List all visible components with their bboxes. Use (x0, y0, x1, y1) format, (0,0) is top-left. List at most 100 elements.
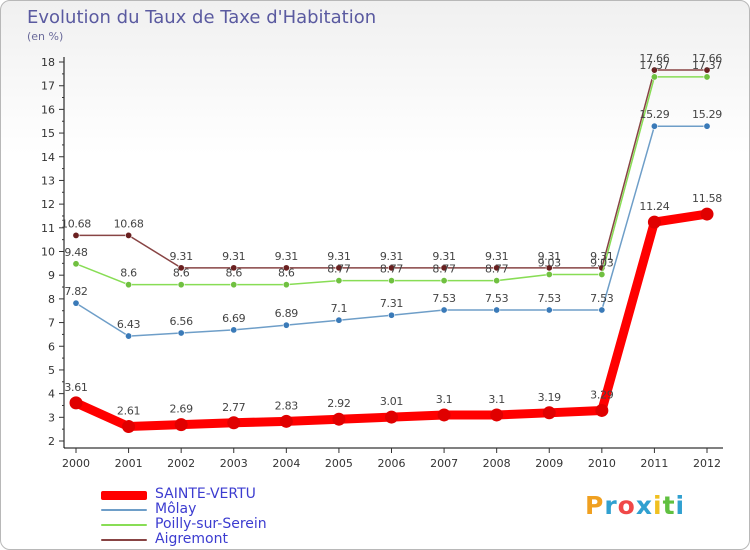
y-tick-label: 18 (41, 56, 55, 69)
data-point (227, 416, 241, 430)
x-tick-label: 2012 (693, 457, 721, 470)
data-point (650, 122, 658, 130)
data-point (230, 281, 238, 289)
data-point (595, 403, 609, 417)
legend-swatch (101, 524, 147, 526)
data-point (177, 264, 185, 272)
legend-label: Môlay (155, 501, 197, 517)
x-tick-label: 2011 (640, 457, 668, 470)
data-point (282, 281, 290, 289)
data-point (647, 215, 661, 229)
logo-letter: r (604, 491, 618, 520)
data-point (493, 264, 501, 272)
data-label: 8.77 (380, 263, 404, 276)
x-tick-label: 2002 (167, 457, 195, 470)
data-label: 2.83 (275, 399, 299, 412)
y-tick-label: 17 (41, 80, 55, 93)
logo-letter: i (675, 491, 686, 520)
x-tick-label: 2003 (220, 457, 248, 470)
y-tick-label: 8 (48, 293, 55, 306)
legend-swatch (101, 539, 147, 541)
legend-label: SAINTE-VERTU (155, 486, 256, 502)
data-label: 3.19 (538, 391, 562, 404)
data-label: 9.31 (380, 250, 403, 263)
data-point (440, 277, 448, 285)
data-label: 15.29 (692, 108, 722, 121)
data-label: 7.31 (380, 297, 403, 310)
data-label: 9.03 (538, 256, 562, 269)
data-point (174, 418, 188, 432)
logo-letter: i (653, 491, 663, 520)
y-tick-label: 14 (41, 151, 55, 164)
y-tick-label: 11 (41, 222, 55, 235)
data-label: 9.31 (432, 250, 455, 263)
data-label: 8.77 (327, 263, 351, 276)
data-point (335, 264, 343, 272)
legend-label: Poilly-sur-Serein (155, 516, 267, 532)
data-label: 9.31 (170, 250, 193, 263)
data-label: 7.53 (485, 292, 509, 305)
data-label: 3.1 (436, 393, 453, 406)
data-point (72, 231, 80, 239)
legend-swatch (101, 491, 147, 500)
data-label: 11.58 (692, 192, 722, 205)
data-label: 9.48 (64, 246, 88, 259)
data-point (387, 311, 395, 319)
data-label: 2.77 (222, 401, 246, 414)
x-tick-label: 2008 (483, 457, 511, 470)
y-tick-label: 10 (41, 246, 55, 259)
data-point (598, 306, 606, 314)
x-tick-label: 2004 (272, 457, 300, 470)
data-label: 7.82 (64, 285, 87, 298)
data-label: 6.89 (275, 307, 299, 320)
data-point (700, 207, 714, 221)
data-point (493, 277, 501, 285)
data-point (122, 420, 136, 434)
data-point (177, 281, 185, 289)
data-label: 7.53 (538, 292, 562, 305)
x-tick-label: 2010 (588, 457, 616, 470)
data-point (72, 260, 80, 268)
data-label: 10.68 (61, 217, 91, 230)
y-tick-label: 13 (41, 174, 55, 187)
data-label: 8.77 (432, 263, 456, 276)
x-tick-label: 2000 (62, 457, 90, 470)
data-point (542, 406, 556, 420)
chart-title: Evolution du Taux de Taxe d'Habitation (27, 7, 377, 28)
data-point (545, 270, 553, 278)
data-label: 17.37 (639, 59, 669, 72)
y-tick-label: 7 (48, 317, 55, 330)
data-label: 8.6 (173, 267, 190, 280)
data-label: 3.01 (380, 395, 403, 408)
data-point (335, 316, 343, 324)
legend-item: Aigremont (101, 531, 361, 547)
data-label: 9.31 (538, 250, 561, 263)
y-tick-label: 12 (41, 198, 55, 211)
logo-letter: t (662, 491, 676, 520)
data-point (332, 412, 346, 426)
logo-letter: P (585, 491, 605, 520)
data-label: 2.69 (170, 403, 194, 416)
data-point (125, 332, 133, 340)
data-point (279, 414, 293, 428)
legend-label: Aigremont (155, 531, 228, 547)
y-tick-label: 9 (48, 269, 55, 282)
data-point (230, 264, 238, 272)
logo-letter: o (617, 491, 636, 520)
data-label: 9.31 (275, 250, 298, 263)
data-label: 3.1 (488, 393, 505, 406)
data-label: 9.31 (327, 250, 350, 263)
y-tick-label: 16 (41, 103, 55, 116)
data-point (387, 264, 395, 272)
legend-item: SAINTE-VERTU (101, 486, 361, 502)
data-point (125, 281, 133, 289)
data-point (282, 264, 290, 272)
x-tick-label: 2005 (325, 457, 353, 470)
x-tick-label: 2001 (115, 457, 143, 470)
logo-letter: x (635, 491, 653, 520)
data-label: 17.66 (639, 52, 669, 65)
data-label: 3.29 (590, 388, 614, 401)
legend-item: Poilly-sur-Serein (101, 516, 361, 532)
data-label: 8.6 (225, 267, 242, 280)
